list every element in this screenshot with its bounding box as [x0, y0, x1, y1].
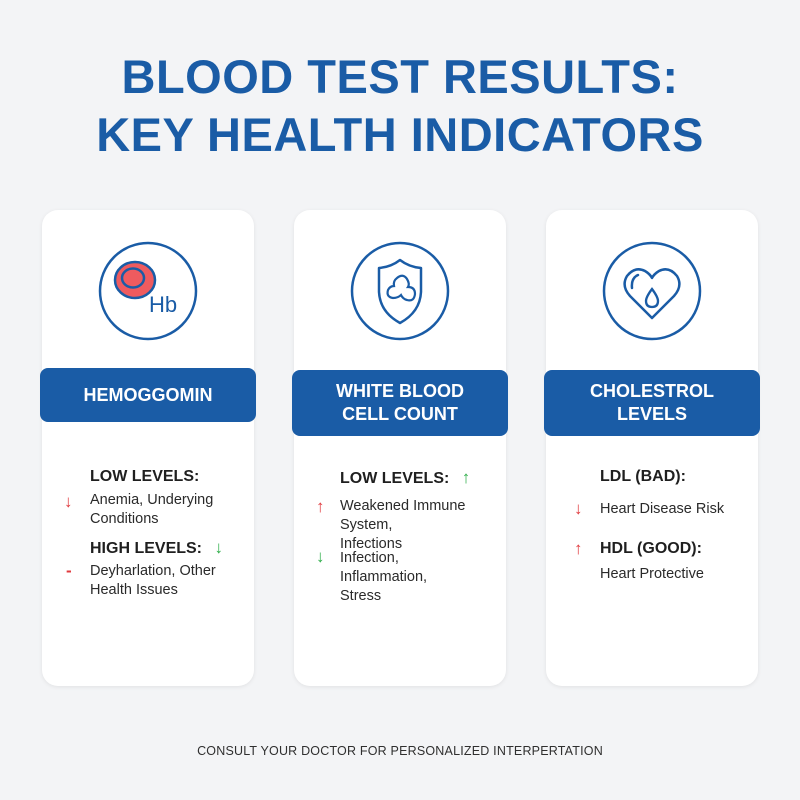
- title-line-1: BLOOD TEST RESULTS:: [121, 50, 679, 103]
- high-levels-heading: HIGH LEVELS: ↓: [90, 538, 223, 557]
- low-levels-heading: LOW LEVELS:: [90, 468, 200, 485]
- title-line-2: KEY HEALTH INDICATORS: [96, 108, 704, 161]
- card-hemoglobin: Hb HEMOGGOMIN LOW LEVELS: ↓ Anemia, Unde…: [40, 210, 256, 686]
- svg-text:Hb: Hb: [149, 292, 177, 317]
- arrow-down-green-icon: ↓: [214, 538, 223, 557]
- low-levels-heading: LOW LEVELS: ↑: [340, 468, 471, 487]
- low-levels-text: Anemia, Underying Conditions: [90, 492, 214, 527]
- arrow-down-icon: ↓: [316, 547, 325, 566]
- high-levels-text: Infection, Inflammation, Stress: [340, 550, 428, 604]
- arrow-up-icon: ↑: [574, 539, 583, 558]
- footer-disclaimer: CONSULT YOUR DOCTOR FOR PERSONALIZED INT…: [197, 744, 603, 758]
- arrow-up-green-icon: ↑: [461, 468, 471, 487]
- banner-cholesterol: CHOLESTROL LEVELS: [544, 370, 760, 436]
- arrow-down-icon: ↓: [64, 492, 73, 511]
- shield-cell-icon: [349, 240, 451, 342]
- ldl-text: Heart Disease Risk: [600, 501, 725, 517]
- hdl-heading: HDL (GOOD):: [600, 540, 702, 557]
- card-cholesterol: CHOLESTROL LEVELS LDL (BAD): ↓ Heart Dis…: [544, 210, 760, 686]
- heart-drop-icon: [601, 240, 703, 342]
- hemoglobin-cell-icon: Hb: [97, 240, 199, 342]
- page-title: BLOOD TEST RESULTS: KEY HEALTH INDICATOR…: [0, 48, 800, 164]
- banner-white-blood-cell: WHITE BLOOD CELL COUNT: [292, 370, 508, 436]
- low-levels-text: Weakened Immune System, Infections: [340, 498, 466, 552]
- card-white-blood-cell: WHITE BLOOD CELL COUNT LOW LEVELS: ↑ ↑ W…: [292, 210, 508, 686]
- hdl-text: Heart Protective: [600, 566, 704, 582]
- dash-icon: -: [66, 561, 72, 580]
- ldl-heading: LDL (BAD):: [600, 468, 686, 485]
- arrow-down-icon: ↓: [574, 499, 583, 518]
- banner-hemoglobin: HEMOGGOMIN: [40, 368, 256, 422]
- high-levels-text: Deyharlation, Other Health Issues: [90, 563, 216, 598]
- arrow-up-icon: ↑: [316, 497, 325, 516]
